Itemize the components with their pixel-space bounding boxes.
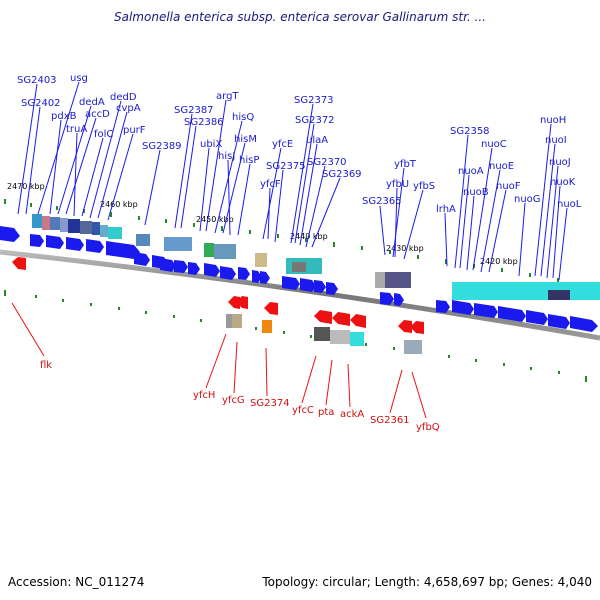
gene-label: pdxB [51,111,77,122]
gene-label: ulaA [306,135,328,146]
gene-label: pta [318,407,334,418]
gene-label: hisQ [232,112,254,123]
gene-label: yfcH [193,390,215,401]
gene-label: nuoC [481,139,507,150]
gene-label: hisP [239,155,259,166]
reverse-genes [12,257,424,334]
gene-label: yfbQ [416,422,440,433]
tick-marks-bottom [4,290,587,382]
gene-label: yfcC [292,405,314,416]
gene-label: yfcF [260,179,281,190]
gene-label: nuoA [458,166,484,177]
gene-label: nuoH [540,115,566,126]
gene-label: SG2372 [295,115,335,126]
gene-label: SG2386 [184,117,224,128]
position-label: 2420 kbp [480,257,518,266]
accession-label: Accession: NC_011274 [8,575,145,589]
gene-label: SG2361 [370,415,410,426]
gene-label: SG2370 [307,157,347,168]
gene-label: yfcE [272,139,293,150]
forward-genes [0,226,598,332]
gene-label: yfbU [386,179,409,190]
gene-label: nuoL [557,199,582,210]
gene-label: usg [70,73,88,84]
gene-label: nuoJ [549,157,571,168]
gene-label: nuoF [496,181,521,192]
gene-label: nuoK [550,177,576,188]
gene-label: dedD [110,92,137,103]
gene-label: accD [85,109,110,120]
genome-summary: Topology: circular; Length: 4,658,697 bp… [262,575,592,589]
gene-label: hisJ [218,151,235,162]
forward-leader-lines [17,81,568,281]
gene-label: SG2374 [250,398,290,409]
gene-label: SG2387 [174,105,214,116]
gene-label: dedA [79,97,105,108]
gene-label: SG2375 [266,161,306,172]
gene-label: flk [40,360,52,371]
gene-label: yfbS [413,181,435,192]
feature-blocks-reverse [226,314,422,354]
gene-label: nuoB [463,187,489,198]
gene-label: SG2358 [450,126,490,137]
gene-label: ubiX [200,139,222,150]
gene-label: SG2389 [142,141,182,152]
position-label: 2460 kbp [100,200,138,209]
gene-label: nuoE [489,161,514,172]
gene-label: yfcG [222,395,245,406]
map-title: Salmonella enterica subsp. enterica sero… [114,10,486,24]
reverse-leader-lines [11,302,427,419]
gene-label: argT [216,91,239,102]
reverse-gene-labels: flk yfcH yfcG SG2374 yfcC pta ackA SG236… [40,360,440,433]
genome-backbone [0,249,600,341]
gene-label: nuoG [514,194,541,205]
gene-label: folC [94,129,113,140]
gene-label: lrhA [436,204,456,215]
gene-label: purF [123,125,146,136]
gene-label: nuoI [545,135,567,146]
gene-label: ackA [340,409,364,420]
position-label: 2430 kbp [386,244,424,253]
gene-label: SG2403 [17,75,57,86]
gene-label: hisM [234,134,257,145]
gene-label: yfbT [394,159,417,170]
gene-label: SG2402 [21,98,61,109]
gene-label: SG2369 [322,169,362,180]
position-label: 2470 kbp [7,182,45,191]
position-label: 2450 kbp [196,215,234,224]
gene-label: SG2373 [294,95,334,106]
gene-label: cvpA [116,103,141,114]
gene-label: truA [66,124,87,135]
gene-label: SG2365 [362,196,402,207]
forward-gene-labels: SG2403 usg SG2402 pdxB dedA accD truA fo… [17,73,582,215]
feature-blocks-forward [32,214,600,300]
